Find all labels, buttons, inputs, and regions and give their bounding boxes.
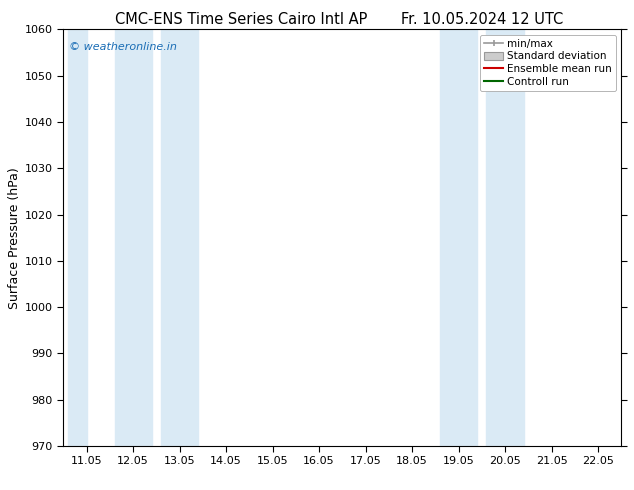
Bar	[486, 29, 524, 446]
Legend: min/max, Standard deviation, Ensemble mean run, Controll run: min/max, Standard deviation, Ensemble me…	[480, 35, 616, 91]
Text: © weatheronline.in: © weatheronline.in	[69, 42, 177, 52]
Bar	[115, 29, 152, 446]
Bar	[626, 29, 634, 446]
Text: Fr. 10.05.2024 12 UTC: Fr. 10.05.2024 12 UTC	[401, 12, 563, 27]
Y-axis label: Surface Pressure (hPa): Surface Pressure (hPa)	[8, 167, 21, 309]
Bar	[440, 29, 477, 446]
Text: CMC-ENS Time Series Cairo Intl AP: CMC-ENS Time Series Cairo Intl AP	[115, 12, 367, 27]
Bar	[68, 29, 87, 446]
Bar	[161, 29, 198, 446]
